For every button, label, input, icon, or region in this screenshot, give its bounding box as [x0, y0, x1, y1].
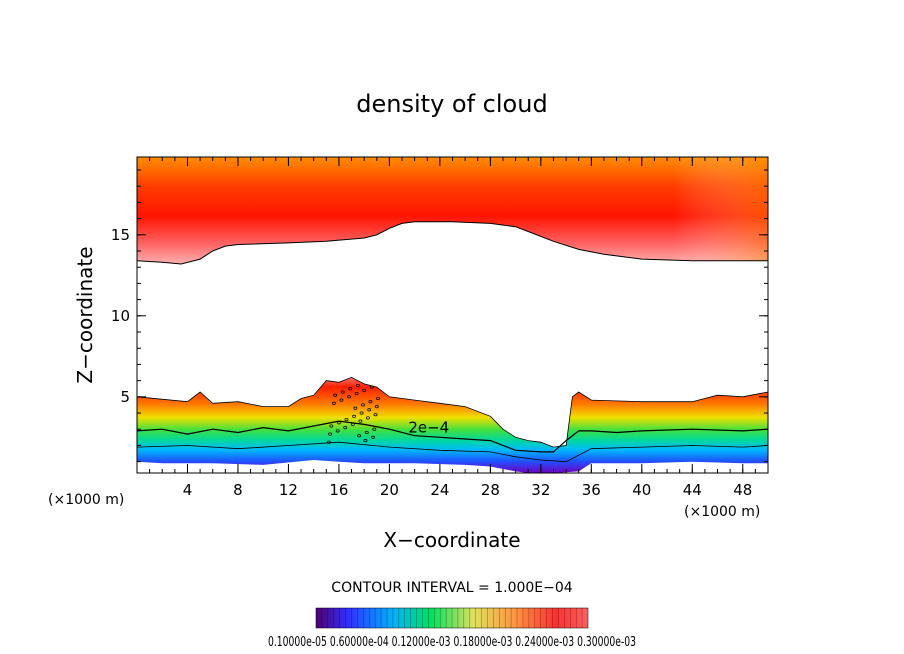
- closed-contour: [328, 432, 333, 436]
- lower-cloud-layer: [137, 377, 768, 473]
- contour-line-label: 2e−4: [408, 418, 449, 436]
- x-tick-label: 32: [531, 481, 550, 499]
- closed-contour: [336, 421, 341, 425]
- x-tick-label: 40: [632, 481, 651, 499]
- closed-contour: [358, 419, 363, 423]
- x-tick-label: 8: [233, 481, 243, 499]
- closed-contour: [352, 414, 357, 418]
- closed-contour: [343, 426, 348, 430]
- contour-interval-label: CONTOUR INTERVAL = 1.000E−04: [331, 580, 572, 596]
- upper-cloud-shade: [137, 157, 768, 264]
- chart-title: density of cloud: [356, 90, 547, 118]
- closed-contour: [350, 422, 355, 426]
- x-tick-label: 36: [582, 481, 601, 499]
- closed-contour: [363, 439, 368, 443]
- lower-layer-contour-line: [137, 376, 768, 448]
- closed-contour: [331, 401, 336, 405]
- y-tick-label: 10: [111, 307, 130, 325]
- closed-contour: [340, 390, 345, 394]
- closed-contour: [357, 434, 362, 438]
- x-tick-label: 4: [183, 481, 193, 499]
- contour-line-2e-4: [137, 420, 768, 453]
- closed-contour: [355, 383, 360, 388]
- closed-contour: [371, 435, 375, 439]
- colorbar-tick-labels: 0.10000e-05 0.60000e-04 0.12000e-03 0.18…: [268, 635, 636, 650]
- closed-contour: [348, 387, 353, 391]
- closed-contour: [373, 413, 378, 417]
- x-tick-label: 20: [380, 481, 399, 499]
- closed-contour: [372, 427, 377, 431]
- closed-contour: [353, 406, 358, 410]
- axis-ticks: [137, 157, 768, 473]
- closed-contour: [326, 440, 331, 444]
- closed-contour: [368, 400, 373, 404]
- closed-contour: [344, 417, 349, 422]
- closed-contour: [374, 405, 379, 409]
- x-tick-label: 16: [329, 481, 348, 499]
- closed-contour: [354, 392, 359, 396]
- contour-line-1e-4: [137, 441, 768, 463]
- closed-contour: [359, 411, 364, 415]
- closed-contour: [367, 408, 372, 412]
- x-tick-label: 44: [683, 481, 702, 499]
- closed-contour: [369, 385, 374, 389]
- closed-contour: [362, 388, 367, 392]
- x-tick-label: 12: [279, 481, 298, 499]
- x-tick-label: 48: [733, 481, 752, 499]
- closed-contour: [360, 403, 365, 407]
- closed-contour: [376, 396, 380, 401]
- colorbar-segments: [321, 608, 583, 628]
- x-unit-right: (×1000 m): [684, 504, 760, 520]
- x-unit-left: (×1000 m): [48, 492, 124, 508]
- y-tick-label: 5: [120, 388, 130, 406]
- convective-cell-contours: [326, 383, 380, 444]
- closed-contour: [329, 424, 334, 428]
- closed-contour: [364, 430, 369, 435]
- y-axis-label: Z−coordinate: [73, 246, 97, 383]
- closed-contour: [339, 398, 344, 402]
- closed-contour: [335, 429, 340, 433]
- x-axis-label: X−coordinate: [383, 528, 520, 552]
- x-tick-label: 24: [430, 481, 449, 499]
- y-tick-label: 15: [111, 226, 130, 244]
- closed-contour: [347, 395, 351, 399]
- closed-contour: [333, 393, 338, 397]
- x-tick-label: 28: [481, 481, 500, 499]
- upper-layer-contour-line: [137, 221, 768, 265]
- closed-contour: [365, 416, 370, 420]
